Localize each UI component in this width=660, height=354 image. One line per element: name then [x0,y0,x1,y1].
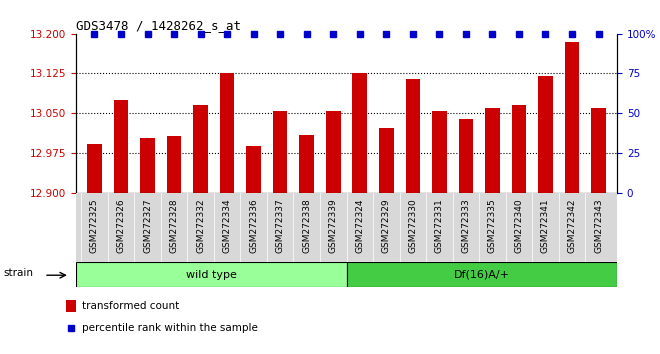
Text: GSM272333: GSM272333 [461,199,471,253]
Bar [538,76,553,193]
Bar [405,79,420,193]
Text: GSM272338: GSM272338 [302,199,312,253]
Text: GSM272334: GSM272334 [222,199,232,253]
Text: GSM272330: GSM272330 [409,199,417,253]
Text: GDS3478 / 1428262_s_at: GDS3478 / 1428262_s_at [76,19,241,33]
Bar [76,262,346,287]
Bar [379,127,393,193]
Text: GSM272325: GSM272325 [90,199,99,253]
Bar [485,108,500,193]
Text: wild type: wild type [185,270,237,280]
Bar [246,146,261,193]
Text: percentile rank within the sample: percentile rank within the sample [82,322,258,333]
Bar [66,301,76,312]
Bar [346,262,617,287]
Text: GSM272342: GSM272342 [568,199,576,253]
Bar [432,110,447,193]
Text: GSM272324: GSM272324 [355,199,364,253]
Bar [193,105,208,193]
Text: GSM272332: GSM272332 [196,199,205,253]
Text: GSM272340: GSM272340 [514,199,523,253]
Text: GSM272331: GSM272331 [435,199,444,253]
Bar [114,100,128,193]
Text: GSM272341: GSM272341 [541,199,550,253]
Bar [87,143,102,193]
Bar [140,138,155,193]
Bar [591,108,606,193]
Text: GSM272326: GSM272326 [117,199,125,253]
Text: strain: strain [4,268,34,279]
Text: GSM272343: GSM272343 [594,199,603,253]
Bar [512,105,526,193]
Bar [300,135,314,193]
Bar [220,73,234,193]
Bar [326,110,341,193]
Text: GSM272335: GSM272335 [488,199,497,253]
Text: Df(16)A/+: Df(16)A/+ [454,270,510,280]
Bar [167,136,182,193]
Text: GSM272327: GSM272327 [143,199,152,253]
Bar [273,110,288,193]
Text: GSM272328: GSM272328 [170,199,179,253]
Text: GSM272339: GSM272339 [329,199,338,253]
Text: GSM272336: GSM272336 [249,199,258,253]
Bar [459,119,473,193]
Bar [565,41,579,193]
Text: GSM272337: GSM272337 [276,199,284,253]
Text: transformed count: transformed count [82,301,180,312]
Bar [352,73,367,193]
Text: GSM272329: GSM272329 [381,199,391,253]
